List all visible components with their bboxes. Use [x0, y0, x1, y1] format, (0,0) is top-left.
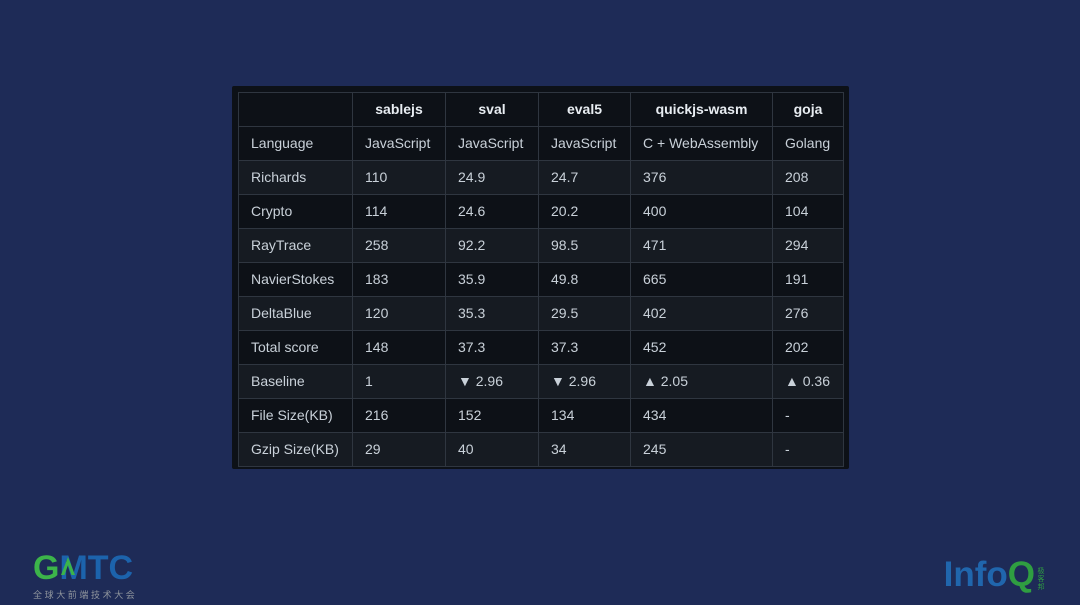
cell: 665: [630, 262, 773, 297]
cell: 110: [352, 160, 446, 195]
cell: 202: [772, 330, 844, 365]
benchmark-table-panel: sablejs sval eval5 quickjs-wasm goja Languag…: [232, 86, 849, 469]
cell: 24.9: [445, 160, 539, 195]
row-label: Richards: [238, 160, 353, 195]
cell: 183: [352, 262, 446, 297]
gmtc-m-peak-icon: [61, 557, 76, 575]
gmtc-letter-g: G: [33, 549, 60, 587]
row-label: RayTrace: [238, 228, 353, 263]
benchmark-table: sablejs sval eval5 quickjs-wasm goja Languag…: [238, 92, 844, 467]
table-header-row: sablejs sval eval5 quickjs-wasm goja: [238, 92, 844, 127]
cell: 40: [445, 432, 539, 467]
cell: 148: [352, 330, 446, 365]
cell: 35.3: [445, 296, 539, 331]
cell: 402: [630, 296, 773, 331]
row-label: File Size(KB): [238, 398, 353, 433]
cell: 49.8: [538, 262, 631, 297]
table-row: Baseline 1 ▼ 2.96 ▼ 2.96 ▲ 2.05 ▲ 0.36: [238, 364, 844, 399]
table-body: Language JavaScript JavaScript JavaScript C …: [238, 126, 844, 467]
cell: 452: [630, 330, 773, 365]
cell: 216: [352, 398, 446, 433]
table-row: File Size(KB) 216 152 134 434-: [238, 398, 844, 433]
cell: JavaScript: [352, 126, 446, 161]
cell: 120: [352, 296, 446, 331]
cell: 434: [630, 398, 773, 433]
cell: ▼ 2.96: [445, 364, 539, 399]
row-label: NavierStokes: [238, 262, 353, 297]
cell: 114: [352, 194, 446, 229]
cell: 104: [772, 194, 844, 229]
cell: 152: [445, 398, 539, 433]
cell: 24.6: [445, 194, 539, 229]
infoq-logo: Info Q 极客邦: [944, 557, 1044, 592]
cell: Golang: [772, 126, 844, 161]
table-row: NavierStokes 183 35.9 49.8 665 191: [238, 262, 844, 297]
cell: 92.2: [445, 228, 539, 263]
column-header: sablejs: [352, 92, 446, 127]
column-header: sval: [445, 92, 539, 127]
infoq-vertical-label: 极客邦: [1037, 567, 1044, 591]
infoq-text-q: Q: [1007, 555, 1035, 594]
table-row: DeltaBlue 120 35.3 29.5 402 276: [238, 296, 844, 331]
cell: 134: [538, 398, 631, 433]
row-label: Total score: [238, 330, 353, 365]
cell: JavaScript: [538, 126, 631, 161]
row-label: Gzip Size(KB): [238, 432, 353, 467]
infoq-text-info: Info: [943, 555, 1008, 594]
row-label: DeltaBlue: [238, 296, 353, 331]
cell: 376: [630, 160, 773, 195]
cell: -: [772, 432, 844, 467]
cell: 29: [352, 432, 446, 467]
cell: 24.7: [538, 160, 631, 195]
cell: 400: [630, 194, 773, 229]
cell: ▲ 0.36: [772, 364, 844, 399]
row-label: Baseline: [238, 364, 353, 399]
row-label: Crypto: [238, 194, 353, 229]
gmtc-wordmark: GMTC: [33, 551, 137, 585]
cell: 98.5: [538, 228, 631, 263]
cell: 35.9: [445, 262, 539, 297]
cell: 29.5: [538, 296, 631, 331]
cell: 294: [772, 228, 844, 263]
cell: 20.2: [538, 194, 631, 229]
table-row: RayTrace 258 92.2 98.5 471 294: [238, 228, 844, 263]
column-header: goja: [772, 92, 844, 127]
table-row: Language JavaScript JavaScript JavaScript C …: [238, 126, 844, 161]
corner-cell: [238, 92, 353, 127]
cell: 208: [772, 160, 844, 195]
cell: 1: [352, 364, 446, 399]
cell: C + WebAssembly: [630, 126, 773, 161]
table-row: Crypto 114 24.6 20.2 400 104: [238, 194, 844, 229]
cell: 245: [630, 432, 773, 467]
cell: 258: [352, 228, 446, 263]
cell: 276: [772, 296, 844, 331]
cell: 37.3: [445, 330, 539, 365]
row-label: Language: [238, 126, 353, 161]
cell: ▲ 2.05: [630, 364, 773, 399]
gmtc-tagline: 全球大前端技术大会: [33, 590, 138, 600]
table-row: Richards 110 24.9 24.7 376 208: [238, 160, 844, 195]
cell: -: [772, 398, 844, 433]
cell: 37.3: [538, 330, 631, 365]
column-header: eval5: [538, 92, 631, 127]
column-header: quickjs-wasm: [630, 92, 773, 127]
cell: ▼ 2.96: [538, 364, 631, 399]
gmtc-logo: GMTC 全球大前端技术大会: [33, 551, 137, 601]
cell: 191: [772, 262, 844, 297]
table-row: Total score 148 37.3 37.3 452 202: [238, 330, 844, 365]
cell: 471: [630, 228, 773, 263]
cell: 34: [538, 432, 631, 467]
cell: JavaScript: [445, 126, 539, 161]
table-row: Gzip Size(KB) 29 40 34 245-: [238, 432, 844, 467]
